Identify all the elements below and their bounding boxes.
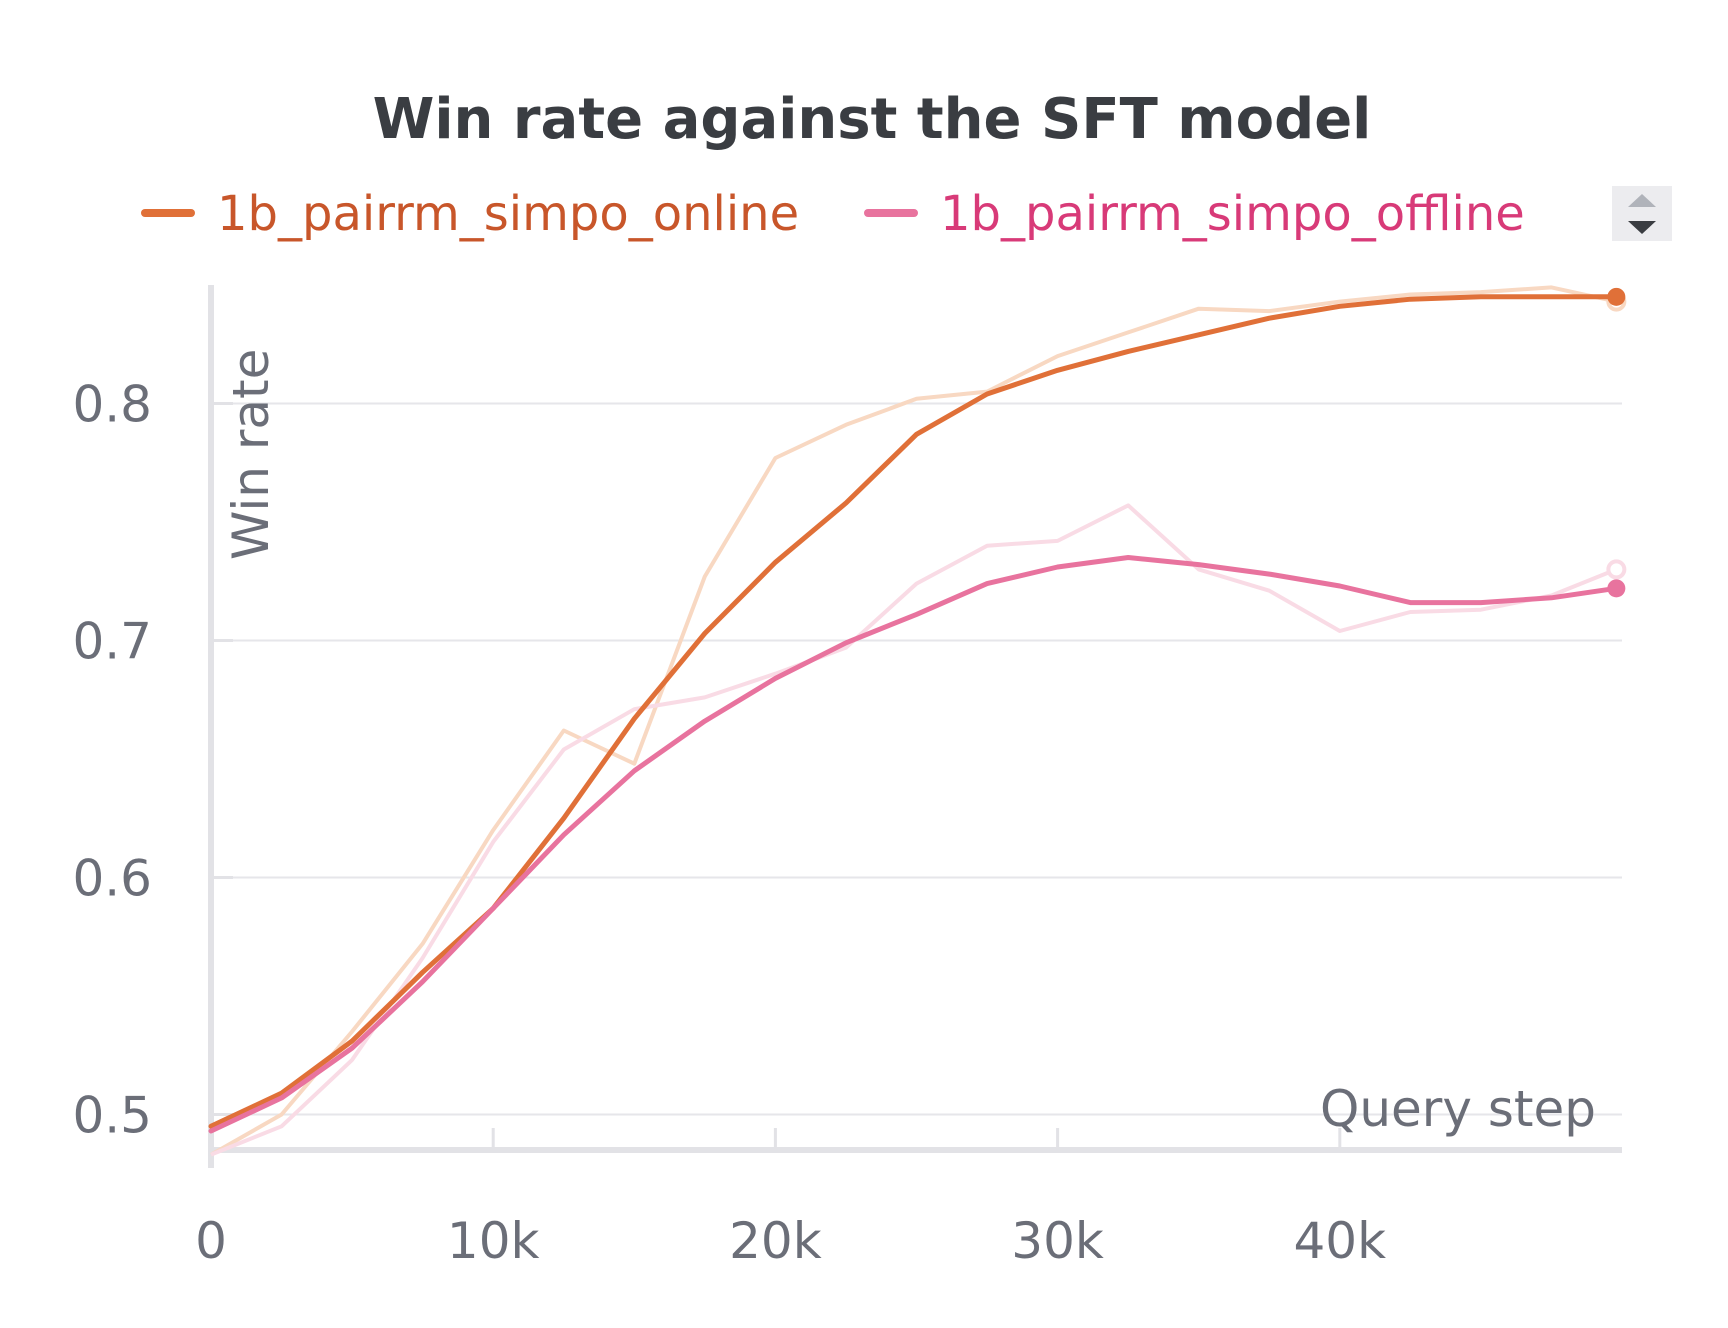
x-tick-label: 10k — [447, 1212, 540, 1270]
series-line-0 — [208, 294, 1619, 1129]
y-tick-label: 0.5 — [72, 1086, 152, 1144]
x-tick-label: 0 — [195, 1212, 227, 1270]
chevron-down-icon[interactable] — [1628, 221, 1656, 234]
legend-label-1: 1b_pairrm_simpo_offline — [940, 186, 1525, 242]
legend-label-0: 1b_pairrm_simpo_online — [217, 186, 799, 242]
series-layer — [208, 285, 1627, 1157]
series-raw-line-1 — [210, 503, 1618, 1157]
y-axis-ticks: 0.5 0.6 0.7 0.8 — [72, 375, 233, 1144]
y-tick-label: 0.6 — [72, 849, 152, 907]
series-raw-end-point-1 — [1606, 559, 1627, 580]
x-tick-label: 40k — [1294, 1212, 1387, 1270]
legend: 1b_pairrm_simpo_online 1b_pairrm_simpo_of… — [141, 186, 1525, 242]
x-tick-label: 20k — [729, 1212, 822, 1270]
legend-scroll-control[interactable] — [1612, 186, 1672, 241]
chart-title: Win rate against the SFT model — [373, 87, 1372, 152]
x-axis-label: Query step — [1320, 1080, 1596, 1138]
y-axis-label: Win rate — [222, 349, 280, 560]
y-tick-label: 0.8 — [72, 375, 152, 433]
axes — [208, 285, 1622, 1168]
series-end-point-1 — [1607, 579, 1626, 598]
x-tick-label: 30k — [1011, 1212, 1104, 1270]
series-end-point-0 — [1607, 287, 1626, 306]
y-tick-label: 0.7 — [72, 612, 152, 670]
chevron-up-icon[interactable] — [1628, 194, 1656, 207]
grid-lines — [211, 402, 1622, 1116]
series-raw-line-0 — [210, 285, 1617, 1157]
x-axis-ticks: 0 10k 20k 30k 40k — [195, 1128, 1386, 1270]
series-line-1 — [208, 555, 1619, 1134]
